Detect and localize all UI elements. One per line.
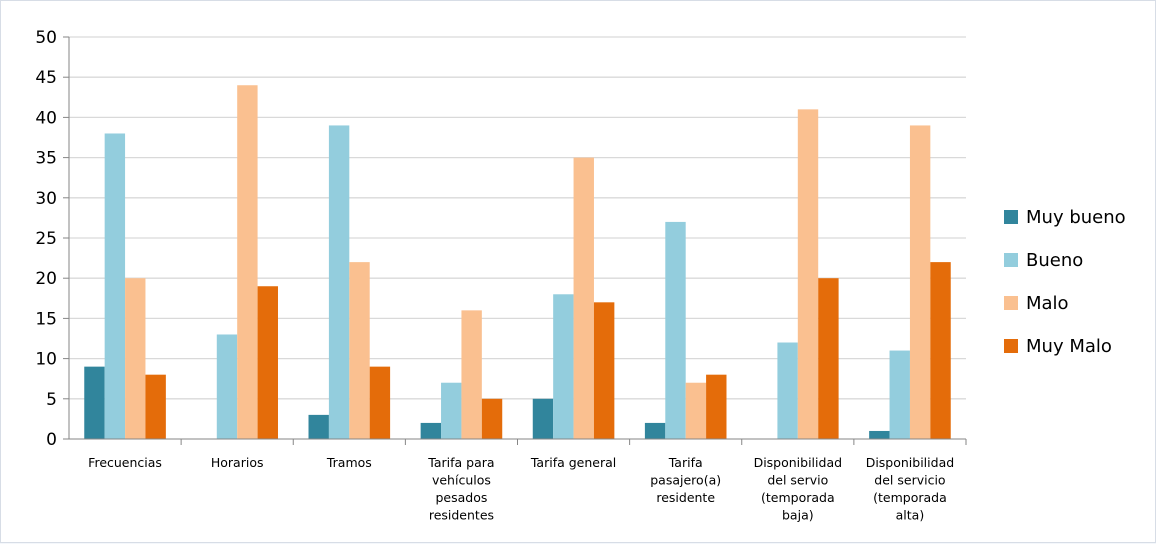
legend-swatch (1004, 339, 1018, 353)
bar (420, 422, 442, 439)
x-category-labels: Frecuencias Horarios Tramos Tarifa para vehí… (88, 455, 954, 523)
bar (553, 294, 574, 439)
x-category-label: Tramos (326, 455, 372, 470)
bar (665, 221, 686, 439)
bar (869, 430, 890, 439)
legend-label: Malo (1026, 293, 1069, 314)
legend-swatch (1004, 210, 1018, 224)
x-category-label: Disponibilidad del servio (temporada baja) (754, 455, 842, 523)
bar (84, 366, 105, 439)
bar (125, 278, 146, 439)
y-tick-label: 40 (35, 108, 57, 128)
bar (818, 278, 839, 439)
x-category-label: Disponibilidad del servicio (temporada alta… (866, 455, 954, 523)
bar (909, 125, 931, 439)
bar (369, 366, 391, 439)
bar (706, 374, 727, 439)
bar (593, 302, 615, 439)
bar (104, 133, 126, 440)
bar (685, 382, 707, 439)
bar (461, 310, 482, 439)
bar (777, 342, 798, 439)
bar (532, 398, 554, 439)
y-tick-label: 25 (35, 229, 57, 249)
y-tick-label: 15 (35, 309, 57, 329)
bar (644, 422, 666, 439)
bar (930, 262, 951, 439)
x-category-label: Frecuencias (88, 455, 162, 470)
y-tick-label: 35 (35, 149, 57, 169)
legend-swatch (1004, 296, 1018, 310)
x-category-label: Tarifa para vehículos pesados residentes (427, 455, 494, 523)
axes (63, 36, 967, 445)
x-category-label: Tarifa pasajero(a) residente (650, 455, 721, 505)
bars (84, 85, 951, 440)
bar (889, 350, 910, 439)
bar (145, 374, 166, 439)
legend-label: Bueno (1026, 250, 1083, 271)
bar (797, 109, 819, 440)
legend-label: Muy bueno (1026, 207, 1126, 228)
bar (481, 398, 503, 439)
bar (573, 157, 594, 439)
y-tick-label: 30 (35, 189, 57, 209)
bar (349, 262, 370, 439)
bar (216, 334, 238, 439)
bar (237, 85, 258, 440)
y-tick-label: 10 (35, 350, 57, 370)
y-tick-label: 20 (35, 269, 57, 289)
bar (308, 414, 329, 439)
x-category-label: Horarios (211, 455, 264, 470)
y-tick-label: 45 (35, 68, 57, 88)
y-tick-label: 50 (35, 28, 57, 48)
legend: Muy bueno Bueno Malo Muy Malo (1004, 207, 1126, 357)
y-tick-label: 0 (46, 430, 57, 450)
bar (328, 125, 350, 439)
legend-swatch (1004, 253, 1018, 267)
legend-label: Muy Malo (1026, 336, 1112, 357)
bar (257, 286, 278, 439)
x-category-label: Tarifa general (530, 455, 616, 470)
y-tick-labels: 0 5 10 15 20 25 30 35 40 45 50 (35, 28, 57, 450)
bar (441, 382, 462, 439)
y-tick-label: 5 (46, 390, 57, 410)
